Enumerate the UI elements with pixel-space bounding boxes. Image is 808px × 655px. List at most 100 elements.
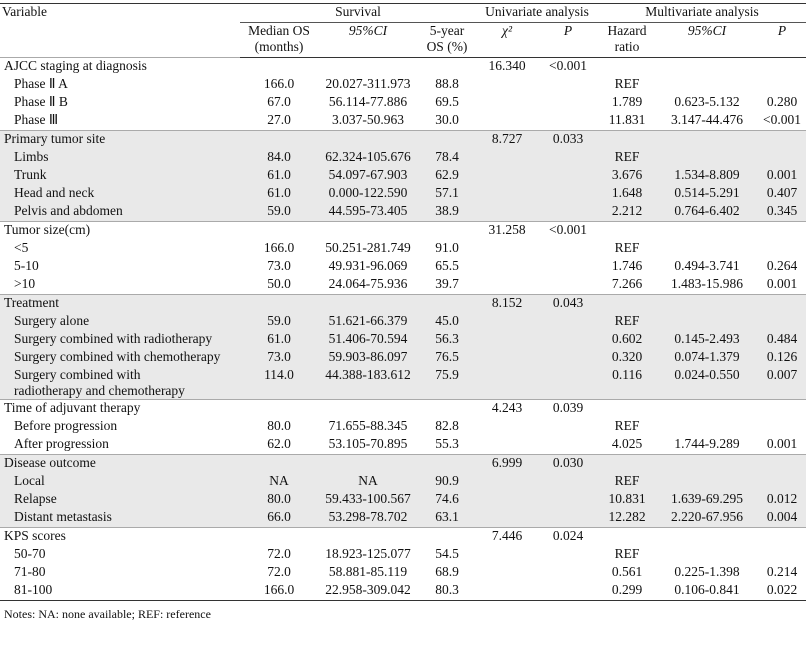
cell: [598, 130, 657, 149]
ci: 0.074-1.379: [656, 349, 759, 367]
table-row: Phase Ⅱ A 166.0 20.027-311.973 88.8 REF: [0, 76, 806, 94]
hazard-ratio: 4.025: [611, 436, 643, 451]
hazard-ratio: 1.789: [611, 94, 643, 109]
table-row: 50-70 72.0 18.923-125.077 54.5 REF: [0, 546, 806, 564]
ci: 51.406-70.594: [318, 331, 418, 349]
results-table: Variable Survival Univariate analysis Mu…: [0, 3, 807, 601]
cell: [538, 185, 599, 203]
five-year-os: 75.9: [418, 367, 477, 400]
hazard-ratio: 2.212: [598, 203, 657, 222]
cell: [758, 399, 807, 418]
cell: [656, 57, 759, 76]
ci: 49.931-96.069: [328, 258, 408, 273]
section-label: Treatment: [0, 294, 240, 313]
hazard-ratio: 0.116: [598, 367, 657, 400]
hazard-ratio: 10.831: [598, 491, 657, 509]
cell: [476, 112, 538, 131]
table-body: AJCC staging at diagnosis 16.340 <0.001 Pha…: [0, 57, 807, 601]
ci: 0.764-6.402: [656, 203, 759, 222]
hazard-ratio: 0.561: [611, 564, 643, 579]
median-os: 61.0: [240, 331, 318, 349]
cell: [538, 331, 599, 349]
ci: 62.324-105.676: [318, 149, 418, 167]
table-row: 5-10 73.0 49.931-96.069 65.5 1.746 0.494-3.74…: [0, 258, 806, 276]
hazard-ratio: REF: [614, 76, 640, 91]
p-value: 0.004: [758, 509, 807, 528]
p-value: <0.001: [538, 57, 599, 76]
cell: [656, 294, 759, 313]
row-label: Phase Ⅱ A: [14, 76, 68, 91]
column-header: 5-year OS (%): [418, 22, 477, 58]
median-os: 166.0: [263, 76, 295, 91]
table-row: Trunk 61.0 54.097-67.903 62.9 3.676 1.534-8.8…: [0, 167, 807, 185]
median-os: 114.0: [240, 367, 318, 400]
median-os: 73.0: [267, 258, 291, 273]
median-os: 166.0: [240, 582, 318, 601]
p-value: 0.001: [766, 276, 798, 291]
ci: 24.064-75.936: [328, 276, 408, 291]
ci: 1.639-69.295: [656, 491, 759, 509]
cell: [476, 564, 538, 582]
ci: 1.483-15.986: [671, 276, 744, 291]
five-year-os: 54.5: [435, 546, 459, 561]
ci: 0.623-5.132: [674, 94, 740, 109]
ci: 71.655-88.345: [328, 418, 408, 433]
p-value: 0.280: [766, 94, 798, 109]
ci: [656, 76, 758, 94]
cell: [538, 473, 599, 491]
table-row: >10 50.0 24.064-75.936 39.7 7.266 1.483-15.98…: [0, 276, 806, 295]
ci: 54.097-67.903: [318, 167, 418, 185]
cell: [758, 454, 807, 473]
column-header: P: [758, 22, 807, 58]
cell: [538, 546, 598, 564]
hazard-ratio: REF: [598, 473, 657, 491]
cell: [240, 57, 318, 76]
cell: [318, 454, 418, 473]
ci: 56.114-77.886: [328, 94, 408, 109]
median-os: 59.0: [240, 203, 318, 222]
ci: 44.388-183.612: [318, 367, 418, 400]
row-label: Distant metastasis: [0, 509, 240, 528]
cell: [240, 454, 318, 473]
ci: [656, 149, 759, 167]
p-value: [758, 240, 806, 258]
table-row: Surgery combined with radiotherapy and c…: [0, 367, 807, 400]
row-label: After progression: [14, 436, 109, 451]
cell: [598, 57, 657, 76]
section-label: Time of adjuvant therapy: [0, 399, 240, 418]
ci: 18.923-125.077: [325, 546, 411, 561]
hazard-ratio: REF: [614, 240, 640, 255]
cell: [476, 491, 539, 509]
hazard-ratio: REF: [614, 546, 640, 561]
hazard-ratio: 7.266: [611, 276, 643, 291]
table-row: KPS scores 7.446 0.024: [0, 527, 807, 546]
ci: 58.881-85.119: [328, 564, 408, 579]
median-os: 66.0: [240, 509, 318, 528]
cell: [418, 454, 477, 473]
ci: 1.534-8.809: [656, 167, 759, 185]
column-header: Hazard ratio: [598, 22, 657, 58]
median-os: 84.0: [240, 149, 318, 167]
cell: [538, 436, 598, 455]
five-year-os: 82.8: [435, 418, 459, 433]
cell: [598, 454, 657, 473]
chi2: 8.727: [476, 130, 539, 149]
median-os: 61.0: [240, 167, 318, 185]
cell: [476, 349, 539, 367]
cell: [538, 94, 598, 112]
p-value: [758, 546, 806, 564]
five-year-os: 80.3: [418, 582, 477, 601]
cell: [476, 185, 539, 203]
section-label: AJCC staging at diagnosis: [0, 57, 240, 76]
cell: [758, 57, 807, 76]
median-os: 80.0: [267, 418, 291, 433]
cell: [538, 203, 599, 222]
table-row: 71-80 72.0 58.881-85.119 68.9 0.561 0.225-1.3…: [0, 564, 806, 582]
row-label: <5: [14, 240, 29, 255]
median-os: NA: [240, 473, 318, 491]
cell: [758, 294, 807, 313]
cell: [538, 564, 598, 582]
p-value: 0.407: [758, 185, 807, 203]
section-label: Primary tumor site: [0, 130, 240, 149]
ci: [656, 418, 758, 436]
